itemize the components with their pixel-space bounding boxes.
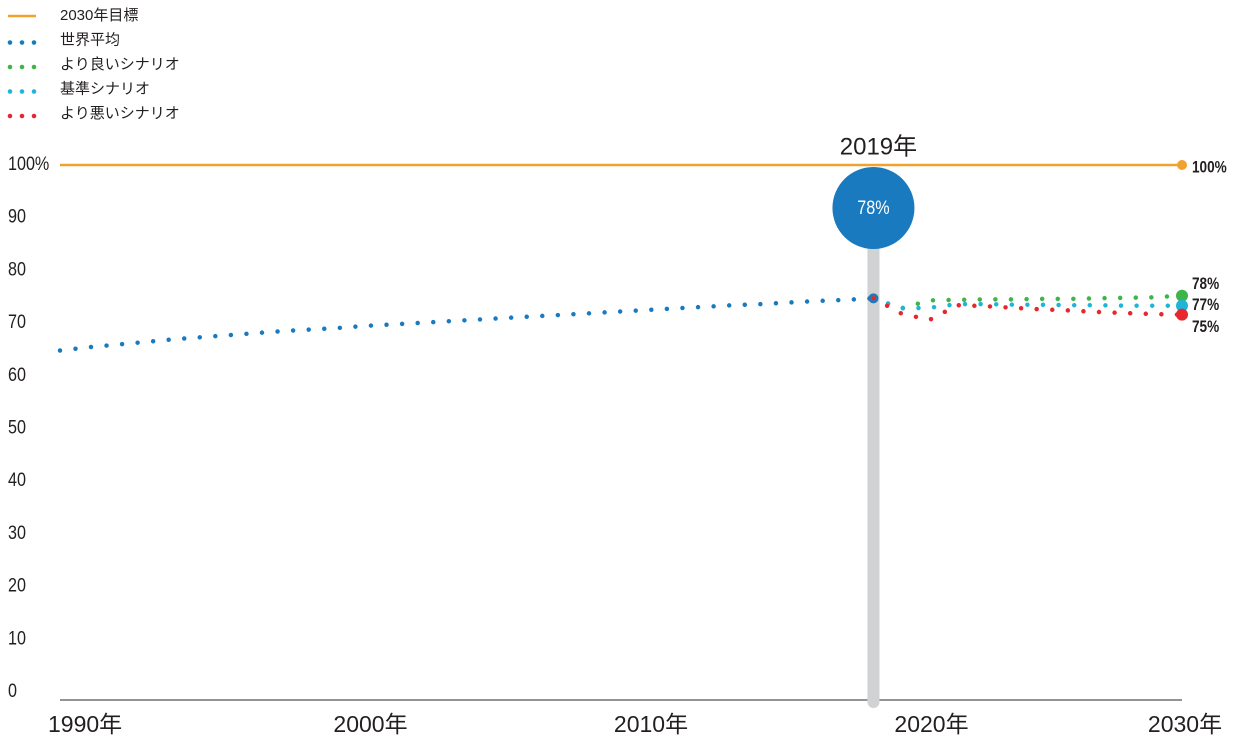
end-label: 100% (1192, 158, 1227, 177)
x-tick-label: 1990年 (48, 711, 122, 737)
legend-swatch (19, 89, 25, 94)
end-point (1177, 160, 1187, 170)
series-line (871, 296, 1185, 311)
y-tick-label: 90 (8, 205, 26, 227)
series-line (871, 296, 1185, 323)
y-tick-label: 80 (8, 258, 26, 280)
y-tick-label: 10 (8, 627, 26, 649)
x-tick-label: 2030年 (1148, 711, 1222, 737)
x-tick-label: 2010年 (614, 711, 688, 737)
legend-swatch (31, 89, 37, 94)
legend-swatch (31, 113, 37, 119)
legend-swatch (7, 40, 13, 45)
y-tick-label: 50 (8, 416, 26, 438)
end-point (1176, 308, 1188, 321)
legend-label: より悪いシナリオ (60, 105, 180, 122)
highlight-value-label: 78% (857, 197, 890, 219)
y-tick-label: 20 (8, 574, 26, 596)
y-tick-label: 30 (8, 522, 26, 544)
end-label: 78% (1192, 275, 1219, 294)
legend-label: 基準シナリオ (60, 80, 150, 97)
x-tick-label: 2020年 (894, 711, 968, 737)
legend-swatch (19, 113, 25, 119)
legend-swatch (19, 40, 25, 45)
legend-swatch (7, 113, 13, 119)
legend-swatch (19, 64, 25, 70)
legend-swatch (31, 40, 37, 45)
y-tick-label: 100% (8, 153, 50, 175)
legend-swatch (7, 89, 13, 94)
y-tick-label: 70 (8, 311, 26, 333)
end-point (1176, 289, 1188, 302)
legend-label: 世界平均 (60, 31, 120, 48)
highlight-label: 2019年 (840, 133, 917, 160)
x-tick-label: 2000年 (333, 711, 407, 737)
legend-swatch (31, 64, 37, 70)
y-tick-label: 60 (8, 364, 26, 386)
legend-label: 2030年目標 (60, 7, 138, 24)
end-label: 77% (1192, 296, 1219, 315)
y-tick-label: 0 (8, 680, 17, 702)
legend-label: より良いシナリオ (60, 56, 180, 73)
series-line (871, 293, 1185, 311)
series-line (57, 296, 876, 353)
end-point (1176, 299, 1188, 312)
legend-swatch (7, 64, 13, 70)
highlight-bubble (832, 167, 915, 249)
y-tick-label: 40 (8, 469, 26, 491)
end-label: 75% (1192, 318, 1219, 337)
